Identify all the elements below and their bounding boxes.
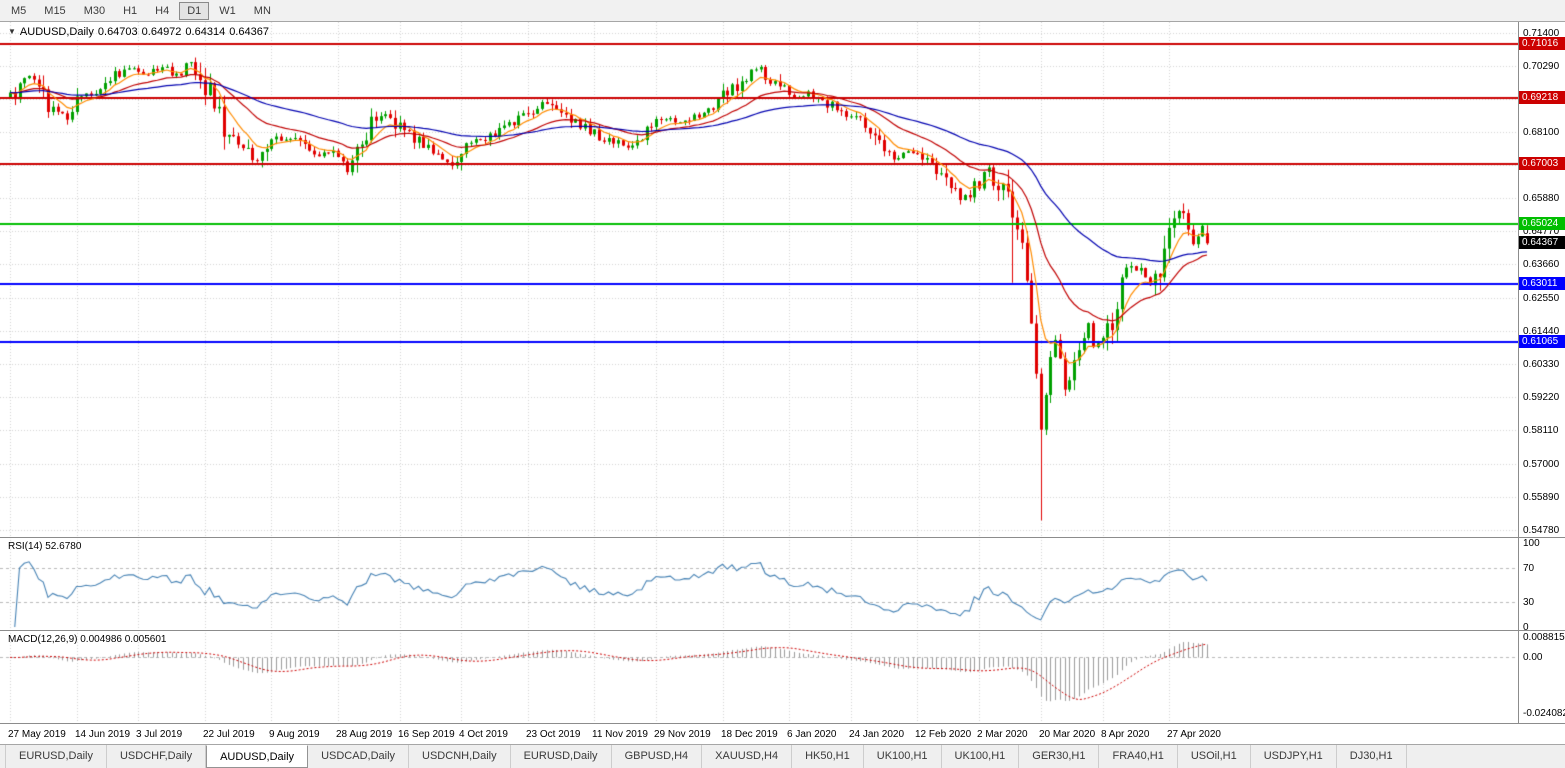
macd-axis-label: 0.00 bbox=[1523, 652, 1543, 663]
rsi-name: RSI(14) bbox=[8, 541, 43, 552]
panel-separator bbox=[0, 723, 1565, 724]
date-axis-label: 8 Apr 2020 bbox=[1101, 729, 1150, 740]
ohlc-high: 0.64972 bbox=[141, 26, 182, 38]
date-axis-label: 23 Oct 2019 bbox=[526, 729, 581, 740]
price-axis-label: 0.63660 bbox=[1523, 259, 1560, 270]
rsi-axis-label: 100 bbox=[1523, 538, 1540, 549]
timeframe-button-mn[interactable]: MN bbox=[253, 4, 271, 17]
chart-tab-bar: EURUSD,Daily USDCHF,Daily AUDUSD,Daily USDC… bbox=[0, 744, 1565, 768]
chart-tab-dj30-h1[interactable]: DJ30,H1 bbox=[1337, 745, 1407, 768]
rsi-axis-label: 0 bbox=[1523, 622, 1529, 633]
price-axis-label: 0.71400 bbox=[1523, 28, 1560, 39]
chart-tab-eurusd-daily[interactable]: EURUSD,Daily bbox=[511, 745, 612, 768]
macd-indicator-canvas[interactable] bbox=[0, 630, 1518, 723]
chart-tab-eurusd-daily[interactable]: EURUSD,Daily bbox=[5, 745, 107, 768]
timeframe-button-h4[interactable]: H4 bbox=[155, 4, 170, 17]
rsi-value: 52.6780 bbox=[45, 541, 82, 552]
date-axis-label: 24 Jan 2020 bbox=[849, 729, 905, 740]
date-axis-label: 27 Apr 2020 bbox=[1167, 729, 1221, 740]
chart-tab-xauusd-h4[interactable]: XAUUSD,H4 bbox=[702, 745, 793, 768]
date-axis-label: 4 Oct 2019 bbox=[459, 729, 508, 740]
rsi-axis-label: 30 bbox=[1523, 597, 1535, 608]
timeframe-button-m5[interactable]: M5 bbox=[11, 4, 27, 17]
chart-tab-usdcnh-daily[interactable]: USDCNH,Daily bbox=[409, 745, 511, 768]
date-axis-label: 12 Feb 2020 bbox=[915, 729, 972, 740]
panel-separator[interactable] bbox=[0, 537, 1565, 538]
hline-price-tag: 0.61065 bbox=[1519, 335, 1565, 348]
timeframe-toolbar: M5 M15 M30 H1 H4 D1 W1 MN bbox=[0, 0, 1565, 22]
chart-tab-audusd-daily[interactable]: AUDUSD,Daily bbox=[206, 745, 309, 768]
rsi-indicator-canvas[interactable] bbox=[0, 537, 1518, 630]
chart-tab-uk100-h1[interactable]: UK100,H1 bbox=[864, 745, 942, 768]
chart-dropdown-icon[interactable]: ▼ bbox=[8, 27, 16, 36]
date-axis-label: 16 Sep 2019 bbox=[398, 729, 455, 740]
price-axis[interactable]: 0.714000.702900.691800.681000.669900.658… bbox=[1518, 22, 1565, 723]
chart-tab-usdcad-daily[interactable]: USDCAD,Daily bbox=[308, 745, 410, 768]
timeframe-button-m30[interactable]: M30 bbox=[83, 4, 106, 17]
chart-tab-uk100-h1[interactable]: UK100,H1 bbox=[942, 745, 1020, 768]
timeframe-button-d1[interactable]: D1 bbox=[179, 1, 210, 20]
current-price-tag: 0.64367 bbox=[1519, 236, 1565, 249]
date-axis-label: 28 Aug 2019 bbox=[336, 729, 393, 740]
hline-price-tag: 0.65024 bbox=[1519, 217, 1565, 230]
price-axis-label: 0.59220 bbox=[1523, 392, 1560, 403]
hline-price-tag: 0.67003 bbox=[1519, 157, 1565, 170]
macd-axis-label: -0.024082 bbox=[1523, 708, 1565, 719]
date-axis-label: 11 Nov 2019 bbox=[592, 729, 648, 740]
price-axis-label: 0.55890 bbox=[1523, 492, 1560, 503]
chart-tab-usdchf-daily[interactable]: USDCHF,Daily bbox=[107, 745, 207, 768]
panel-separator[interactable] bbox=[0, 630, 1565, 631]
ohlc-open: 0.64703 bbox=[97, 26, 138, 38]
price-axis-label: 0.68100 bbox=[1523, 127, 1560, 138]
date-axis-label: 20 Mar 2020 bbox=[1039, 729, 1096, 740]
price-axis-label: 0.54780 bbox=[1523, 525, 1560, 536]
price-axis-label: 0.61440 bbox=[1523, 326, 1560, 337]
chart-symbol-period: AUDUSD,Daily bbox=[19, 26, 94, 38]
ohlc-close: 0.64367 bbox=[229, 26, 269, 38]
timeframe-button-w1[interactable]: W1 bbox=[219, 4, 236, 17]
price-axis-label: 0.65880 bbox=[1523, 193, 1560, 204]
rsi-axis-label: 70 bbox=[1523, 563, 1535, 574]
date-axis-label: 9 Aug 2019 bbox=[269, 729, 320, 740]
ohlc-low: 0.64314 bbox=[185, 26, 226, 38]
date-axis-label: 29 Nov 2019 bbox=[654, 729, 711, 740]
price-axis-label: 0.70290 bbox=[1523, 61, 1560, 72]
date-axis-label: 22 Jul 2019 bbox=[203, 729, 255, 740]
price-axis-label: 0.57000 bbox=[1523, 459, 1560, 470]
date-axis-label: 2 Mar 2020 bbox=[977, 729, 1028, 740]
date-axis-label: 6 Jan 2020 bbox=[787, 729, 837, 740]
date-axis-label: 3 Jul 2019 bbox=[136, 729, 183, 740]
hline-price-tag: 0.63011 bbox=[1519, 277, 1565, 290]
price-axis-label: 0.64770 bbox=[1523, 226, 1560, 237]
chart-tab-gbpusd-h4[interactable]: GBPUSD,H4 bbox=[612, 745, 703, 768]
price-axis-label: 0.62550 bbox=[1523, 293, 1560, 304]
date-axis-label: 14 Jun 2019 bbox=[75, 729, 131, 740]
macd-indicator-label: MACD(12,26,9) 0.004986 0.005601 bbox=[8, 634, 166, 645]
main-chart-canvas[interactable] bbox=[0, 22, 1518, 537]
rsi-indicator-label: RSI(14) 52.6780 bbox=[8, 541, 81, 552]
price-axis-label: 0.58110 bbox=[1523, 425, 1559, 436]
macd-name: MACD(12,26,9) bbox=[8, 634, 78, 645]
macd-axis-label: 0.008815 bbox=[1523, 632, 1565, 643]
timeframe-button-m15[interactable]: M15 bbox=[44, 4, 66, 17]
chart-tab-usoil-h1[interactable]: USOil,H1 bbox=[1178, 745, 1251, 768]
price-axis-label: 0.60330 bbox=[1523, 359, 1560, 370]
timeframe-button-h1[interactable]: H1 bbox=[123, 4, 138, 17]
hline-price-tag: 0.71016 bbox=[1519, 37, 1565, 50]
chart-title: ▼ AUDUSD,Daily 0.64703 0.64972 0.64314 0.6436… bbox=[8, 26, 273, 38]
date-axis-label: 27 May 2019 bbox=[8, 729, 66, 740]
chart-tab-fra40-h1[interactable]: FRA40,H1 bbox=[1099, 745, 1178, 768]
macd-value: 0.004986 0.005601 bbox=[80, 634, 167, 645]
hline-price-tag: 0.69218 bbox=[1519, 91, 1565, 104]
date-axis-label: 18 Dec 2019 bbox=[721, 729, 778, 740]
chart-tab-usdjpy-h1[interactable]: USDJPY,H1 bbox=[1251, 745, 1337, 768]
date-axis[interactable]: 27 May 2019 14 Jun 2019 3 Jul 2019 22 Jul 2… bbox=[0, 723, 1565, 744]
chart-tab-hk50-h1[interactable]: HK50,H1 bbox=[792, 745, 864, 768]
chart-tab-ger30-h1[interactable]: GER30,H1 bbox=[1019, 745, 1100, 768]
